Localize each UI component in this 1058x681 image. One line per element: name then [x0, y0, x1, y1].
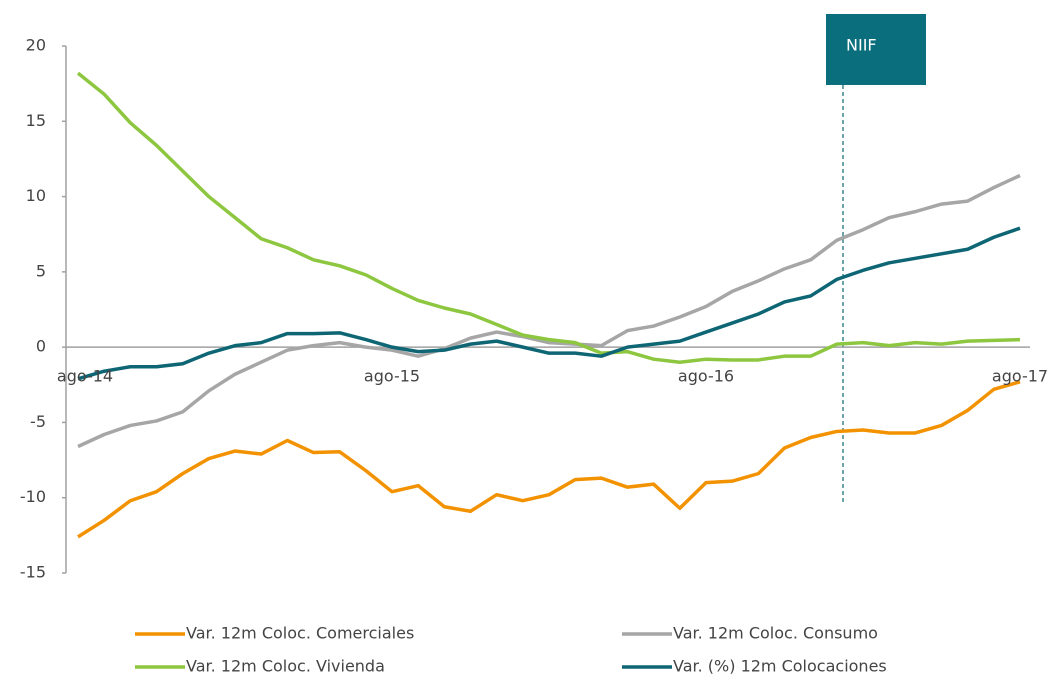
legend-label: Var. 12m Coloc. Vivienda: [186, 657, 385, 676]
y-tick-label: 0: [36, 337, 46, 356]
y-tick-label: 10: [26, 186, 46, 205]
y-tick-label: 15: [26, 111, 46, 130]
x-tick-label: ago-16: [678, 367, 734, 386]
y-tick-label: 5: [36, 261, 46, 280]
x-tick-label: ago-14: [57, 367, 113, 386]
y-tick-label: -10: [20, 487, 46, 506]
series-line: [77, 380, 1021, 539]
niif-box: [826, 14, 926, 85]
legend-label: Var. 12m Coloc. Comerciales: [186, 624, 414, 643]
series-line: [77, 173, 1021, 449]
y-tick-label: -15: [20, 563, 46, 582]
y-tick-label: -5: [30, 412, 46, 431]
series-line: [77, 226, 1021, 381]
legend-label: Var. 12m Coloc. Consumo: [673, 624, 878, 643]
annotation: NIIF: [846, 36, 877, 55]
x-tick-label: ago-17: [992, 367, 1048, 386]
x-tick-label: ago-15: [364, 367, 420, 386]
series-line: [76, 71, 1021, 364]
legend-label: Var. (%) 12m Colocaciones: [673, 657, 887, 676]
y-tick-label: 20: [26, 36, 46, 55]
